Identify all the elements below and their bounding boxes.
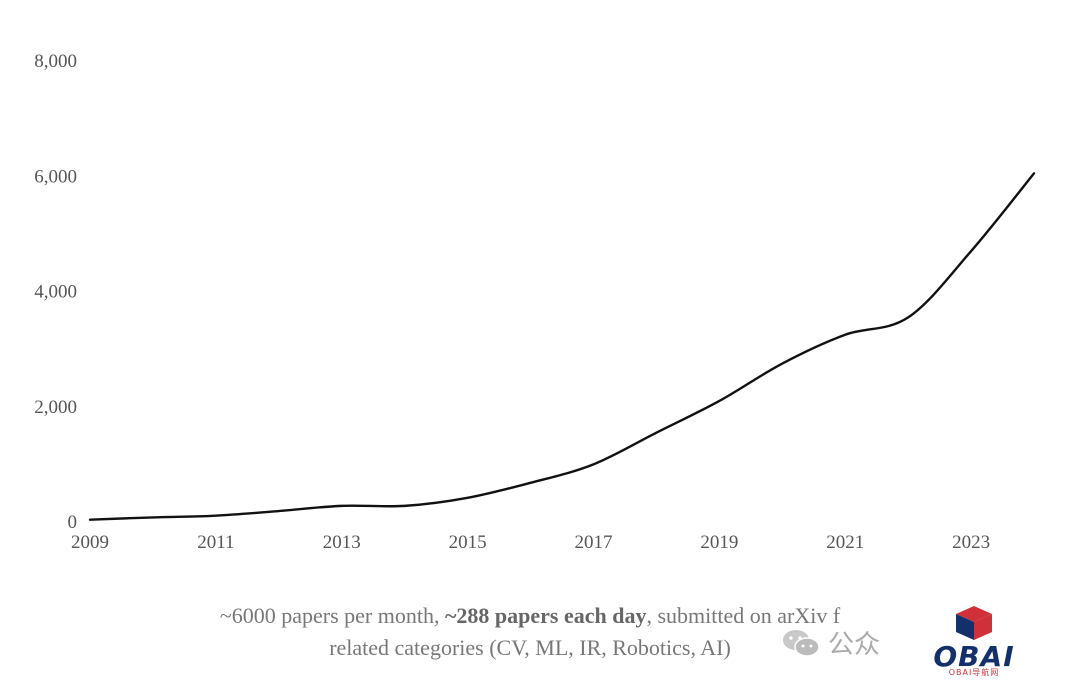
- x-tick-label: 2023: [952, 532, 990, 553]
- series-points: [90, 173, 1034, 519]
- y-tick-label: 0: [68, 512, 78, 533]
- chart-caption: ~6000 papers per month, ~288 papers each…: [150, 600, 910, 664]
- cube-icon: [956, 606, 992, 640]
- y-axis-ticks: 0 2,000 4,000 6,000 8,000: [34, 51, 77, 533]
- y-tick-label: 6,000: [34, 166, 77, 187]
- caption-line-2: related categories (CV, ML, IR, Robotics…: [329, 635, 731, 660]
- x-tick-label: 2009: [71, 532, 109, 553]
- caption-line-1-post: , submitted on arXiv f: [646, 603, 841, 628]
- x-tick-label: 2017: [574, 532, 612, 553]
- watermark-text: 公众: [828, 630, 881, 659]
- series-line: [88, 172, 1036, 521]
- y-tick-label: 4,000: [34, 282, 77, 303]
- logo-subtext: OBAI导航网: [948, 668, 1000, 677]
- y-tick-label: 2,000: [34, 397, 77, 418]
- obai-logo: OBAI OBAI导航网: [926, 604, 1022, 680]
- wechat-watermark: 公众: [782, 624, 880, 661]
- logo-text: OBAI: [933, 640, 1015, 673]
- wechat-icon: [783, 629, 820, 657]
- x-tick-label: 2021: [826, 532, 864, 553]
- x-tick-label: 2015: [449, 532, 487, 553]
- x-tick-label: 2011: [197, 532, 234, 553]
- x-tick-label: 2019: [700, 532, 738, 553]
- caption-line-1-pre: ~6000 papers per month,: [219, 603, 445, 628]
- y-tick-label: 8,000: [34, 51, 77, 72]
- caption-line-1-bold: ~288 papers each day: [444, 603, 647, 628]
- x-tick-label: 2013: [323, 532, 361, 553]
- x-axis-ticks: 2009 2011 2013 2015 2017 2019 2021 2023: [71, 532, 990, 553]
- caption-line-1: ~6000 papers per month, ~288 papers each…: [150, 600, 910, 632]
